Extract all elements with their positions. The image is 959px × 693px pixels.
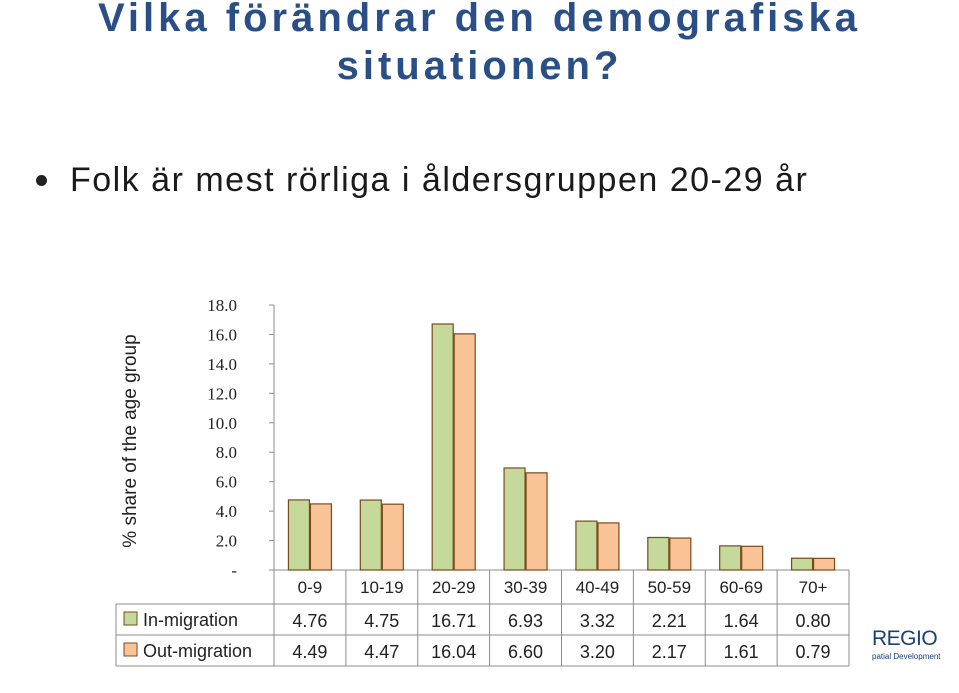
bar-out-migration [453, 333, 476, 571]
y-tick-label: 18.0 [207, 296, 237, 315]
data-label: 2.17 [652, 642, 687, 662]
y-tick-label: 6.0 [216, 473, 237, 492]
data-label: 4.76 [292, 611, 327, 631]
data-label: 16.04 [431, 642, 476, 662]
regio-logo: REGIO patial Development [872, 628, 942, 668]
data-label: 3.32 [580, 611, 615, 631]
data-label: 4.47 [364, 642, 399, 662]
bar-in-migration [575, 520, 598, 571]
x-category-label: 30-39 [504, 578, 547, 597]
data-label: 0.80 [796, 611, 831, 631]
data-label: 4.75 [364, 611, 399, 631]
data-label: 16.71 [431, 611, 476, 631]
y-tick-label: 2.0 [216, 532, 237, 551]
data-label: 2.21 [652, 611, 687, 631]
bullet-dot-icon [36, 175, 47, 186]
bar-in-migration [647, 536, 670, 571]
bar-out-migration [381, 503, 404, 571]
x-category-label: 70+ [799, 578, 828, 597]
bar-out-migration [669, 537, 692, 571]
bullet-text: Folk är mest rörliga i åldersgruppen 20-… [70, 161, 809, 199]
data-label: 1.64 [724, 611, 759, 631]
legend-label: In-migration [143, 610, 238, 630]
bar-out-migration [309, 503, 333, 571]
bar-in-migration [359, 499, 382, 571]
logo-sub-text: patial Development [872, 652, 941, 661]
bar-out-migration [525, 472, 548, 571]
legend-swatch [123, 642, 138, 657]
bar-in-migration [503, 467, 526, 571]
data-label: 3.20 [580, 642, 615, 662]
y-tick-label: 8.0 [216, 443, 237, 462]
y-tick-label: 10.0 [207, 414, 237, 433]
data-label: 1.61 [724, 642, 759, 662]
bar-out-migration [741, 545, 764, 571]
logo-main-text: REGIO [872, 627, 938, 650]
x-category-label: 10-19 [360, 578, 403, 597]
bar-out-migration [812, 557, 836, 571]
slide-title: Vilka förändrar den demografiska situati… [97, 0, 862, 88]
data-label: 6.60 [508, 642, 543, 662]
data-label: 0.79 [796, 642, 831, 662]
legend-swatch [123, 611, 138, 626]
bar-out-migration [597, 522, 620, 571]
x-category-label: 0-9 [298, 578, 323, 597]
y-tick-label: 12.0 [207, 384, 237, 403]
legend-label: Out-migration [143, 641, 252, 661]
y-tick-label: 16.0 [207, 325, 237, 344]
x-category-label: 50-59 [648, 578, 691, 597]
data-label: 4.49 [292, 642, 327, 662]
data-label: 6.93 [508, 611, 543, 631]
y-tick-label: 14.0 [207, 355, 237, 374]
y-tick-label: - [231, 561, 237, 580]
x-category-label: 20-29 [432, 578, 475, 597]
bar-in-migration [287, 499, 311, 571]
x-category-label: 60-69 [719, 578, 762, 597]
y-tick-label: 4.0 [216, 502, 237, 521]
x-category-label: 40-49 [576, 578, 619, 597]
bar-in-migration [719, 545, 742, 571]
bar-in-migration [431, 323, 454, 571]
bar-in-migration [790, 557, 814, 571]
